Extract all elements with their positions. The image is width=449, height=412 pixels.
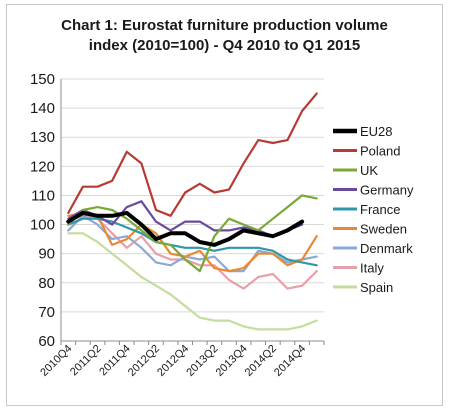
y-tick-label: 150 — [30, 71, 55, 88]
y-tick-label: 110 — [31, 187, 55, 204]
chart-subtitle: index (2010=100) - Q4 2010 to Q1 2015 — [88, 37, 361, 54]
legend-label-sweden: Sweden — [360, 222, 407, 237]
y-tick-labels: 60 70 80 90 100 110 120 130 140 150 — [30, 71, 55, 350]
legend-label-eu28: EU28 — [360, 124, 393, 139]
legend-label-italy: Italy — [360, 261, 384, 276]
y-tick-label: 120 — [30, 158, 55, 175]
y-tick-label: 140 — [30, 100, 55, 117]
series-line-eu28 — [66, 210, 305, 247]
legend-label-uk: UK — [360, 163, 378, 178]
x-tick-label: 2012Q4 — [155, 343, 191, 379]
y-tick-label: 90 — [38, 246, 55, 263]
x-tick-label: 2013Q4 — [214, 343, 250, 379]
legend-label-germany: Germany — [360, 183, 414, 198]
y-tick-label: 60 — [38, 333, 55, 350]
x-tick-label: 2011Q2 — [68, 343, 104, 379]
series-line-spain — [67, 232, 318, 331]
y-tick-label: 70 — [38, 304, 55, 321]
x-tick-labels: 2010Q42011Q22011Q42012Q22012Q42013Q22013… — [38, 343, 308, 379]
legend-label-poland: Poland — [360, 144, 400, 159]
x-tick-label: 2013Q2 — [184, 343, 220, 379]
x-tick-label: 2014Q4 — [272, 343, 308, 379]
chart-frame — [6, 4, 443, 406]
x-tick-label: 2012Q2 — [126, 343, 162, 379]
series-line-italy — [67, 214, 318, 290]
series-line-uk — [67, 194, 318, 273]
chart-title: Chart 1: Eurostat furniture production v… — [61, 17, 388, 34]
axes — [60, 79, 325, 345]
series-line-france — [67, 217, 318, 267]
y-tick-label: 80 — [38, 275, 55, 292]
legend: EU28 Poland UK Germany France Sweden Denmark It… — [333, 124, 414, 295]
legend-label-denmark: Denmark — [360, 241, 413, 256]
x-tick-label: 2014Q2 — [243, 343, 279, 379]
legend-label-france: France — [360, 202, 400, 217]
series-line-poland — [67, 92, 318, 217]
y-tick-label: 130 — [30, 129, 55, 146]
y-tick-label: 100 — [30, 217, 55, 234]
series-line-sweden — [67, 211, 318, 273]
legend-label-spain: Spain — [360, 280, 393, 295]
series-lines — [66, 92, 318, 331]
